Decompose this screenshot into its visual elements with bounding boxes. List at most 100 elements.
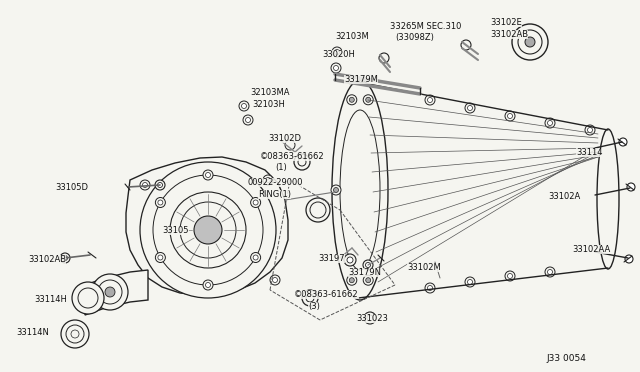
Circle shape xyxy=(243,115,253,125)
Circle shape xyxy=(585,125,595,135)
Circle shape xyxy=(335,49,339,55)
Text: 33114: 33114 xyxy=(576,148,602,157)
Circle shape xyxy=(285,140,295,150)
Circle shape xyxy=(203,170,213,180)
Circle shape xyxy=(203,280,213,290)
Text: 32103MA: 32103MA xyxy=(250,88,289,97)
Circle shape xyxy=(379,53,389,63)
Circle shape xyxy=(505,271,515,281)
Circle shape xyxy=(92,274,128,310)
Circle shape xyxy=(367,315,373,321)
Text: 00922-29000: 00922-29000 xyxy=(248,178,303,187)
Circle shape xyxy=(157,183,163,187)
Circle shape xyxy=(60,253,70,263)
Circle shape xyxy=(347,257,353,263)
Circle shape xyxy=(253,255,258,260)
Circle shape xyxy=(158,200,163,205)
Circle shape xyxy=(425,95,435,105)
Circle shape xyxy=(143,183,147,187)
Circle shape xyxy=(266,177,271,183)
Circle shape xyxy=(518,30,542,54)
Circle shape xyxy=(505,111,515,121)
Circle shape xyxy=(625,255,633,263)
Circle shape xyxy=(98,280,122,304)
Circle shape xyxy=(333,187,339,192)
Circle shape xyxy=(347,275,356,285)
Text: 33020H: 33020H xyxy=(322,50,355,59)
Text: ©08363-61662: ©08363-61662 xyxy=(294,290,358,299)
Circle shape xyxy=(205,173,211,177)
Text: (33098Z): (33098Z) xyxy=(395,33,434,42)
Circle shape xyxy=(508,273,513,279)
Circle shape xyxy=(333,65,339,71)
Circle shape xyxy=(332,47,342,57)
Circle shape xyxy=(66,325,84,343)
Circle shape xyxy=(364,275,373,285)
Circle shape xyxy=(306,198,330,222)
Text: J33 0054: J33 0054 xyxy=(546,354,586,363)
Circle shape xyxy=(547,269,552,275)
Text: 33102AA: 33102AA xyxy=(572,245,611,254)
Text: 33102E: 33102E xyxy=(490,18,522,27)
Circle shape xyxy=(205,282,211,288)
Text: (3): (3) xyxy=(308,302,320,311)
Text: 33114H: 33114H xyxy=(34,295,67,304)
Circle shape xyxy=(158,255,163,260)
Text: 33102D: 33102D xyxy=(268,134,301,143)
Circle shape xyxy=(545,267,555,277)
Circle shape xyxy=(156,253,165,263)
Circle shape xyxy=(365,97,371,102)
Circle shape xyxy=(140,162,276,298)
Circle shape xyxy=(61,320,89,348)
Circle shape xyxy=(263,175,273,185)
Ellipse shape xyxy=(332,80,388,300)
Text: 33102M: 33102M xyxy=(407,263,441,272)
Text: 331023: 331023 xyxy=(356,314,388,323)
Circle shape xyxy=(137,277,147,287)
Circle shape xyxy=(140,279,145,285)
Ellipse shape xyxy=(597,129,619,269)
Text: 33105: 33105 xyxy=(162,226,189,235)
Circle shape xyxy=(63,256,67,260)
Circle shape xyxy=(251,198,260,208)
Circle shape xyxy=(78,288,98,308)
Circle shape xyxy=(153,175,263,285)
Circle shape xyxy=(363,260,373,270)
Circle shape xyxy=(365,278,371,283)
Polygon shape xyxy=(85,270,148,315)
Circle shape xyxy=(239,101,249,111)
Text: (1): (1) xyxy=(275,163,287,172)
Circle shape xyxy=(347,95,356,105)
Circle shape xyxy=(251,253,260,263)
Circle shape xyxy=(310,202,326,218)
Circle shape xyxy=(273,278,278,282)
Text: ©08363-61662: ©08363-61662 xyxy=(260,152,324,161)
Text: 33102A: 33102A xyxy=(548,192,580,201)
Text: 32103H: 32103H xyxy=(252,100,285,109)
Text: 32103M: 32103M xyxy=(335,32,369,41)
Circle shape xyxy=(156,198,165,208)
Circle shape xyxy=(155,180,165,190)
Circle shape xyxy=(619,138,627,146)
Circle shape xyxy=(331,185,341,195)
Circle shape xyxy=(246,118,250,122)
Text: 33179M: 33179M xyxy=(344,75,378,84)
Circle shape xyxy=(461,40,471,50)
Circle shape xyxy=(465,103,475,113)
Circle shape xyxy=(180,202,236,258)
Circle shape xyxy=(349,97,355,102)
Circle shape xyxy=(545,118,555,128)
Text: 33265M SEC.310: 33265M SEC.310 xyxy=(390,22,461,31)
Circle shape xyxy=(294,154,310,170)
Circle shape xyxy=(588,128,593,132)
Circle shape xyxy=(241,103,246,109)
Circle shape xyxy=(467,106,472,110)
Text: 33105D: 33105D xyxy=(55,183,88,192)
Circle shape xyxy=(194,216,222,244)
Circle shape xyxy=(344,254,356,266)
Text: 33179N: 33179N xyxy=(348,268,381,277)
Circle shape xyxy=(364,312,376,324)
Circle shape xyxy=(253,200,258,205)
Text: 33102AB: 33102AB xyxy=(28,255,66,264)
Text: 33102AB: 33102AB xyxy=(490,30,528,39)
